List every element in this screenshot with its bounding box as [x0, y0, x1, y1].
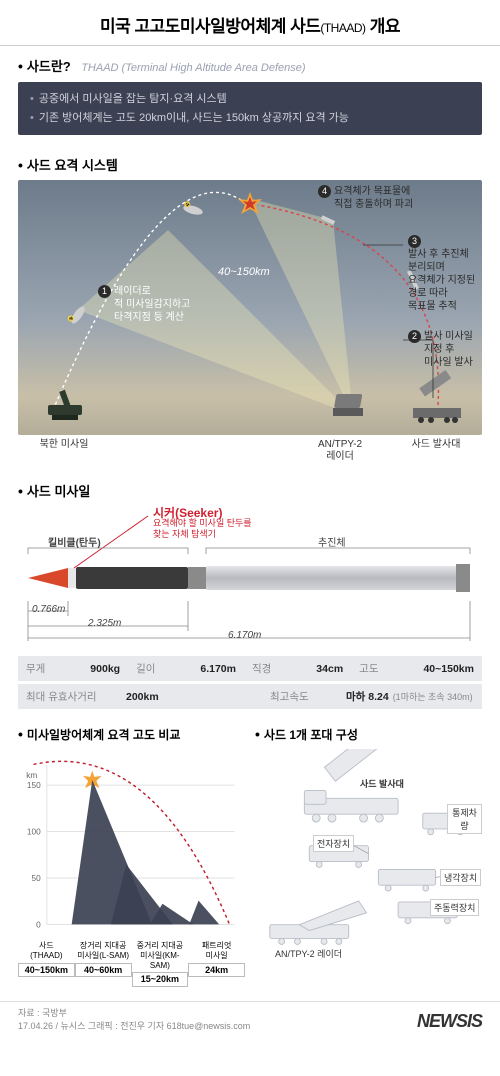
sys-range: 15~20km [132, 972, 189, 987]
altitude-chart: 0 50 100 150 km [18, 749, 245, 939]
battery-label: 전자장치 [313, 835, 354, 852]
spec-note: (1마하는 초속 340m) [393, 690, 473, 703]
intro-sub: THAAD (Terminal High Altitude Area Defen… [81, 62, 305, 74]
intro-heading: 사드란? THAAD (Terminal High Altitude Area … [18, 56, 482, 76]
spec-key: 길이 [128, 656, 192, 681]
spec-val: 마하 8.24 (1마하는 초속 340m) [338, 684, 482, 709]
chart-title: 미사일방어체계 요격 고도 비교 [18, 726, 245, 749]
footer-left: 자료 : 국방부 17.04.26 / 뉴시스 그래픽 : 전진우 기자 618… [18, 1006, 250, 1032]
spec-val: 40~150km [415, 656, 482, 681]
sys-range: 40~60km [75, 963, 132, 978]
seeker-desc: 요격해야 할 미사일 탄두를 찾는 자체 탐색기 [153, 518, 252, 540]
sys-en: 미사일 [188, 951, 245, 961]
system-label: 사드 (THAAD) 40~150km [18, 941, 75, 987]
newsis-logo: NEWSIS [417, 1011, 482, 1032]
spec-val: 6.170m [192, 656, 244, 681]
intro-label: 사드란? [18, 59, 71, 80]
step-1: 1레이더로 적 미사일감지하고 타격지점 등 계산 [98, 285, 190, 324]
svg-text:50: 50 [32, 874, 42, 883]
spec-row: 최대 유효사거리 200km 최고속도 마하 8.24 (1마하는 초속 340… [18, 684, 482, 709]
missile-title: 사드 미사일 [18, 481, 482, 506]
footer: 자료 : 국방부 17.04.26 / 뉴시스 그래픽 : 전진우 기자 618… [0, 1001, 500, 1042]
page-title: 미국 고고도미사일방어체계 사드(THAAD) 개요 [18, 12, 482, 37]
chart-x-labels: 사드 (THAAD) 40~150km 장거리 지대공 미사일(L-SAM) 4… [18, 941, 245, 987]
svg-text:150: 150 [27, 782, 41, 791]
source: 자료 : 국방부 [18, 1006, 250, 1019]
chart-svg: 0 50 100 150 km [18, 749, 245, 945]
missile-section: 사드 미사일 [0, 473, 500, 656]
kv-label: 킬비클(탄두) [48, 534, 101, 549]
step-badge: 3 [408, 235, 421, 248]
bottom-row: 미사일방어체계 요격 고도 비교 0 50 100 150 [0, 712, 500, 995]
battery-title: 사드 1개 포대 구성 [255, 726, 482, 749]
dim-kv: 2.325m [88, 618, 121, 629]
step-2: 2발사 미사일 지정 후 미사일 발사 [408, 330, 473, 369]
intro-box: 공중에서 미사일을 잡는 탐지·요격 시스템 기존 방어체계는 고도 20km이… [18, 82, 482, 135]
ground-label: AN/TPY-2 레이더 [300, 439, 380, 463]
spec-val: 200km [118, 684, 262, 709]
system-label: 패트리엇 미사일 24km [188, 941, 245, 987]
step-badge: 4 [318, 185, 331, 198]
system-label: 중거리 지대공 미사일(KM-SAM) 15~20km [132, 941, 189, 987]
step-text: 발사 후 추진체 분리되며 요격체가 지정된 경로 따라 목표물 추적 [408, 248, 475, 313]
spec-key: 직경 [244, 656, 308, 681]
sys-en: 미사일(KM-SAM) [132, 951, 189, 970]
svg-text:km: km [26, 771, 37, 780]
svg-text:40~150km: 40~150km [218, 266, 270, 278]
title-tail: 개요 [370, 17, 400, 36]
ground-label: 사드 발사대 [396, 439, 476, 463]
spec-table: 무게 900kg 길이 6.170m 직경 34cm 고도 40~150km 최… [18, 656, 482, 709]
step-4: 4요격체가 목표물에 직접 충돌하며 파괴 [318, 185, 413, 211]
credit: 17.04.26 / 뉴시스 그래픽 : 전진우 기자 618tue@newsi… [18, 1019, 250, 1032]
spec-key: 고도 [351, 656, 415, 681]
missile-diagram: 킬비클(탄두) 추진체 시커(Seeker) 요격해야 할 미사일 탄두를 찾는… [18, 506, 482, 656]
header: 미국 고고도미사일방어체계 사드(THAAD) 개요 [0, 0, 500, 46]
spec-key: 최고속도 [262, 684, 338, 709]
spec-val: 34cm [308, 656, 351, 681]
step-badge: 2 [408, 330, 421, 343]
title-suffix: (THAAD) [320, 21, 365, 35]
svg-text:100: 100 [27, 828, 41, 837]
intro-line: 기존 방어체계는 고도 20km이내, 사드는 150km 상공까지 요격 가능 [30, 109, 470, 128]
ground-label: 북한 미사일 [24, 439, 104, 463]
step-text: 레이더로 적 미사일감지하고 타격지점 등 계산 [114, 285, 190, 324]
sys-range: 40~150km [18, 963, 75, 978]
battery-label: 주동력장치 [430, 899, 479, 916]
intro-line: 공중에서 미사일을 잡는 탐지·요격 시스템 [30, 90, 470, 109]
battery-label: 사드 발사대 [360, 777, 404, 790]
intercept-section: 사드 요격 시스템 ☢ ☢ [0, 147, 500, 473]
step-text: 요격체가 목표물에 직접 충돌하며 파괴 [334, 185, 413, 211]
intercept-diagram: ☢ ☢ [18, 180, 482, 435]
step-text: 발사 미사일 지정 후 미사일 발사 [424, 330, 473, 369]
altitude-chart-col: 미사일방어체계 요격 고도 비교 0 50 100 150 [18, 726, 245, 987]
intro-section: 사드란? THAAD (Terminal High Altitude Area … [0, 46, 500, 147]
intercept-title: 사드 요격 시스템 [18, 155, 482, 180]
booster-label: 추진체 [318, 534, 346, 549]
dim-total: 6.170m [228, 630, 261, 641]
spec-key: 무게 [18, 656, 82, 681]
step-3: 3발사 후 추진체 분리되며 요격체가 지정된 경로 따라 목표물 추적 [408, 235, 482, 313]
ground-labels: 북한 미사일 AN/TPY-2 레이더 사드 발사대 [18, 435, 482, 473]
spec-key: 최대 유효사거리 [18, 684, 118, 709]
sys-range: 24km [188, 963, 245, 978]
step-badge: 1 [98, 285, 111, 298]
battery-label: 냉각장치 [440, 869, 481, 886]
battery-label: 통제차량 [447, 804, 482, 834]
spec-val-text: 마하 8.24 [346, 689, 389, 704]
title-main: 미국 고고도미사일방어체계 사드 [100, 17, 320, 36]
sys-en: 미사일(L-SAM) [75, 951, 132, 961]
battery-diagram: 사드 발사대 통제차량 전자장치 냉각장치 AN/TPY-2 레이더 주동력장치 [255, 749, 482, 959]
battery-label: AN/TPY-2 레이더 [275, 947, 342, 960]
sys-en: (THAAD) [18, 951, 75, 961]
dim-nose: 0.766m [32, 604, 65, 615]
system-label: 장거리 지대공 미사일(L-SAM) 40~60km [75, 941, 132, 987]
svg-text:0: 0 [36, 921, 41, 930]
spec-val: 900kg [82, 656, 128, 681]
spec-row: 무게 900kg 길이 6.170m 직경 34cm 고도 40~150km [18, 656, 482, 681]
battery-col: 사드 1개 포대 구성 [255, 726, 482, 987]
